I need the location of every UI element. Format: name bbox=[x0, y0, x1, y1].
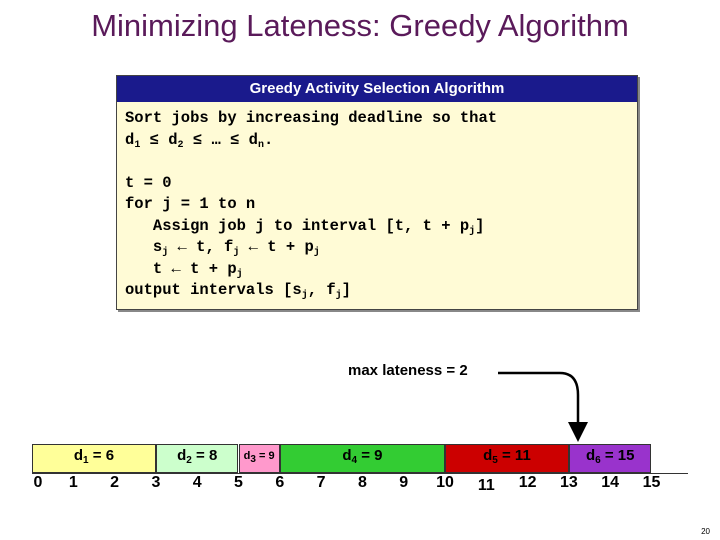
job-deadline-label-1: d1 = 6 bbox=[73, 447, 115, 466]
job-bar-3 bbox=[238, 444, 280, 473]
code-line: Assign job j to interval [t, t + pj] bbox=[125, 216, 485, 237]
time-tick-1: 1 bbox=[68, 474, 78, 491]
job-bar-6 bbox=[568, 444, 652, 473]
algorithm-box: Greedy Activity Selection Algorithm Sort… bbox=[116, 75, 638, 310]
time-tick-8: 8 bbox=[357, 474, 367, 491]
time-tick-7: 7 bbox=[316, 474, 326, 491]
time-tick-12: 12 bbox=[518, 474, 537, 491]
time-tick-15: 15 bbox=[642, 474, 661, 491]
job-bar-1 bbox=[32, 444, 156, 473]
code-line: Sort jobs by increasing deadline so that bbox=[125, 109, 498, 127]
job-deadline-label-4: d4 = 9 bbox=[342, 447, 383, 466]
time-tick-6: 6 bbox=[275, 474, 285, 491]
time-tick-14: 14 bbox=[601, 474, 620, 491]
time-tick-11: 11 bbox=[477, 477, 495, 494]
max-lateness-label: max lateness = 2 bbox=[348, 362, 468, 379]
timeline-axis bbox=[32, 473, 688, 474]
time-tick-5: 5 bbox=[234, 474, 243, 491]
job-deadline-label-3: d3 = 9 bbox=[243, 450, 275, 465]
job-bar-5 bbox=[445, 444, 569, 473]
time-tick-2: 2 bbox=[110, 474, 120, 491]
time-tick-10: 10 bbox=[436, 474, 454, 491]
time-tick-9: 9 bbox=[399, 474, 409, 491]
time-tick-13: 13 bbox=[559, 474, 578, 491]
job-deadline-label-6: d6 = 15 bbox=[585, 447, 635, 466]
job-bar-4 bbox=[279, 444, 445, 473]
code-line: output intervals [sj, fj] bbox=[125, 281, 351, 301]
algorithm-header: Greedy Activity Selection Algorithm bbox=[117, 76, 637, 102]
time-tick-3: 3 bbox=[151, 474, 161, 491]
page-number: 20 bbox=[701, 527, 710, 536]
job-bar-2 bbox=[155, 444, 239, 473]
code-line: d1 ≤ d2 ≤ … ≤ dn. bbox=[125, 130, 274, 151]
algorithm-code: Sort jobs by increasing deadline so that… bbox=[125, 108, 497, 302]
slide-title: Minimizing Lateness: Greedy Algorithm bbox=[91, 8, 629, 43]
code-line: sj ← t, fj ← t + pj bbox=[125, 238, 320, 258]
code-line: t = 0 bbox=[125, 173, 172, 192]
job-deadline-label-2: d2 = 8 bbox=[177, 447, 218, 466]
code-line: for j = 1 to n bbox=[125, 195, 256, 213]
time-tick-4: 4 bbox=[192, 474, 202, 491]
code-line: t ← t + pj bbox=[125, 259, 243, 280]
time-tick-0: 0 bbox=[33, 474, 43, 491]
job-deadline-label-5: d5 = 11 bbox=[483, 447, 531, 466]
